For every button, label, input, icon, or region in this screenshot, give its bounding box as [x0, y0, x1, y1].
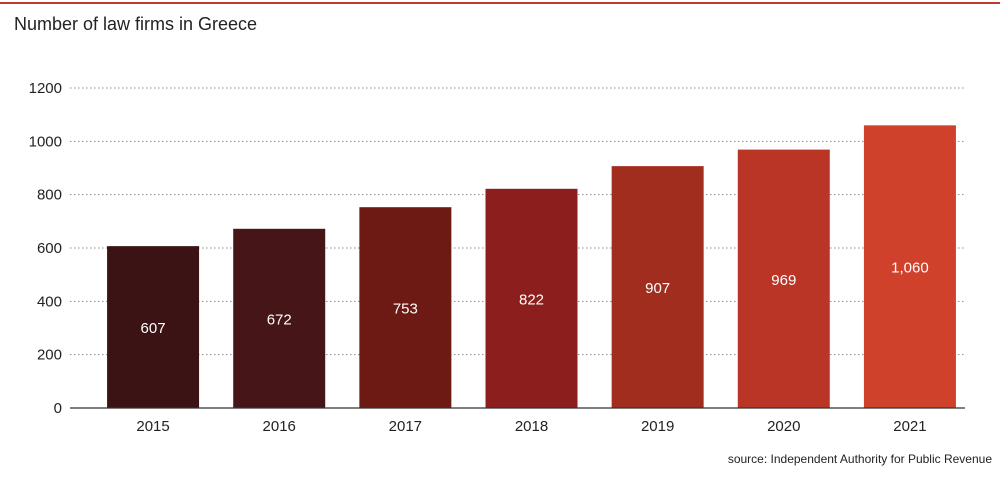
- bar-value-label: 1,060: [891, 260, 929, 277]
- x-tick-label: 2017: [389, 418, 422, 435]
- bar-value-label: 607: [141, 320, 166, 337]
- x-tick-label: 2015: [136, 418, 169, 435]
- x-tick-label: 2021: [893, 418, 926, 435]
- gridlines: [70, 87, 965, 356]
- bar-2020: [737, 149, 830, 408]
- x-tick-label: 2019: [641, 418, 674, 435]
- y-tick-label: 400: [37, 293, 62, 310]
- bar-2019: [611, 166, 704, 408]
- x-tick-label: 2016: [263, 418, 296, 435]
- y-tick-label: 0: [54, 400, 62, 417]
- bar-2016: [233, 228, 326, 408]
- y-axis: 0 200 400 600 800 1000 1200: [29, 80, 62, 417]
- bar-value-label: 822: [519, 291, 544, 308]
- top-accent-rule: [0, 2, 1000, 4]
- bar-value-label: 907: [645, 280, 670, 297]
- bar-2021: [863, 125, 956, 408]
- bars: 607 672 753 822 907 969 1,060: [107, 125, 956, 408]
- x-axis: 2015 2016 2017 2018 2019 2020 2021: [70, 407, 965, 435]
- bar-2018: [485, 188, 578, 408]
- source-note: source: Independent Authority for Public…: [727, 452, 992, 466]
- y-tick-label: 1000: [29, 133, 62, 150]
- bar-value-label: 672: [267, 311, 292, 328]
- chart-title: Number of law firms in Greece: [14, 14, 258, 34]
- x-tick-label: 2020: [767, 418, 800, 435]
- y-tick-label: 1200: [29, 80, 62, 97]
- bar-value-label: 753: [393, 301, 418, 318]
- x-tick-label: 2018: [515, 418, 548, 435]
- bar-2017: [359, 207, 452, 408]
- bar-2015: [107, 246, 200, 408]
- bar-value-label: 969: [771, 272, 796, 289]
- y-tick-label: 800: [37, 187, 62, 204]
- y-tick-label: 200: [37, 347, 62, 364]
- y-tick-label: 600: [37, 240, 62, 257]
